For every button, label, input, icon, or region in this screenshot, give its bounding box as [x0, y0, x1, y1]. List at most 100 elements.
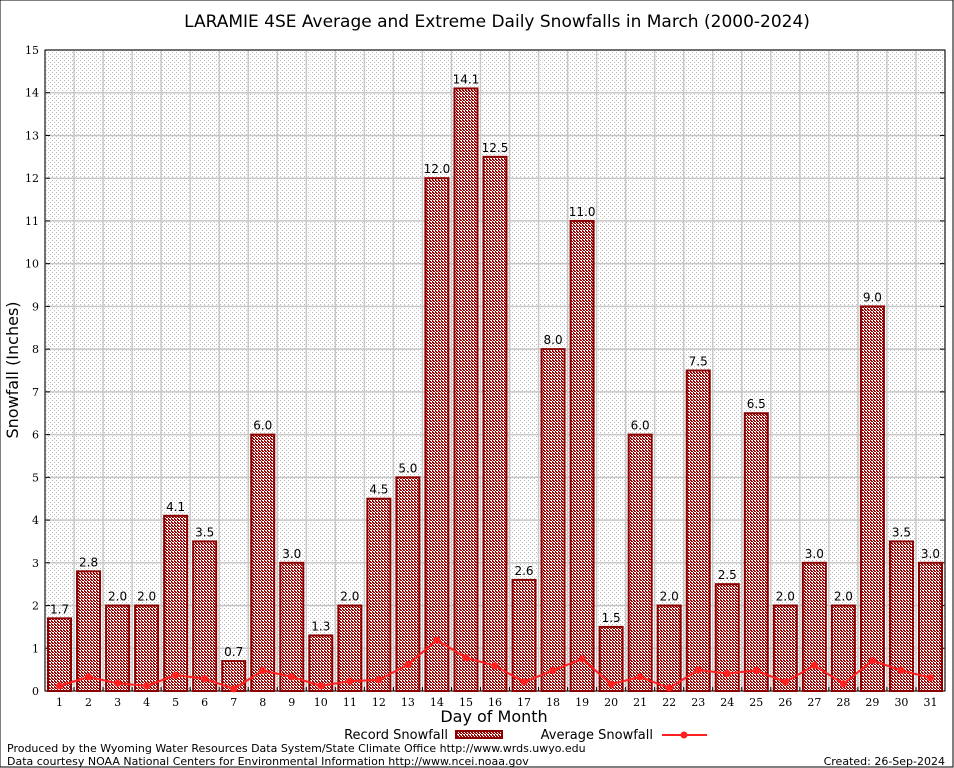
- average-point-day-19: [578, 655, 586, 663]
- legend-label-record: Record Snowfall: [344, 728, 448, 743]
- average-point-day-23: [694, 666, 702, 674]
- bar-day-15: [453, 87, 479, 692]
- x-tick-label: 26: [778, 696, 792, 709]
- credit-line-2: Data courtesy NOAA National Centers for …: [7, 755, 529, 768]
- x-tick-label: 13: [401, 696, 415, 709]
- average-point-day-27: [810, 661, 818, 669]
- y-tick-label: 14: [25, 87, 39, 100]
- x-tick-label: 8: [259, 696, 266, 709]
- y-tick-label: 2: [32, 600, 39, 613]
- average-point-day-24: [723, 669, 731, 677]
- x-tick-label: 6: [201, 696, 208, 709]
- y-tick-label: 9: [32, 300, 39, 313]
- average-point-day-25: [752, 666, 760, 674]
- y-tick-label: 8: [32, 343, 39, 356]
- y-tick-label: 4: [32, 514, 39, 527]
- bar-value-label: 1.5: [602, 611, 621, 625]
- bar-day-23: [685, 369, 711, 692]
- y-tick-label: 3: [32, 557, 39, 570]
- bar-day-14: [424, 177, 450, 692]
- average-point-day-15: [462, 654, 470, 662]
- bar-value-label: 7.5: [689, 355, 708, 369]
- x-tick-label: 22: [662, 696, 676, 709]
- x-tick-label: 18: [546, 696, 560, 709]
- bar-value-label: 3.0: [805, 547, 824, 561]
- x-tick-label: 25: [749, 696, 763, 709]
- bar-day-4: [134, 604, 160, 692]
- bar-value-label: 5.0: [398, 461, 417, 475]
- x-tick-label: 31: [923, 696, 937, 709]
- bar-day-5: [163, 514, 189, 692]
- average-point-day-3: [114, 679, 122, 687]
- average-point-day-7: [230, 685, 238, 693]
- bar-value-label: 2.0: [340, 590, 359, 604]
- bar-day-16: [482, 155, 508, 693]
- bar-day-8: [250, 433, 276, 692]
- legend-marker-average: [680, 731, 688, 739]
- x-tick-label: 19: [575, 696, 589, 709]
- average-point-day-1: [56, 682, 64, 690]
- bar-value-label: 6.5: [747, 397, 766, 411]
- average-point-day-11: [346, 677, 354, 685]
- bar-value-label: 3.5: [195, 525, 214, 539]
- legend-label-average: Average Snowfall: [541, 728, 653, 743]
- average-point-day-31: [926, 674, 934, 682]
- bar-day-29: [859, 305, 885, 692]
- average-point-day-2: [85, 673, 93, 681]
- average-point-day-10: [317, 682, 325, 690]
- bar-value-label: 6.0: [253, 419, 272, 433]
- x-tick-label: 9: [288, 696, 295, 709]
- average-point-day-21: [636, 673, 644, 681]
- x-tick-label: 14: [430, 696, 444, 709]
- bar-day-1: [47, 617, 73, 692]
- y-tick-label: 12: [25, 172, 39, 185]
- bar-value-label: 6.0: [631, 419, 650, 433]
- average-point-day-8: [259, 666, 267, 674]
- credit-line-1: Produced by the Wyoming Water Resources …: [7, 742, 586, 755]
- bar-day-21: [627, 433, 653, 692]
- x-tick-label: 7: [230, 696, 237, 709]
- x-tick-label: 27: [807, 696, 821, 709]
- bar-value-label: 2.0: [660, 590, 679, 604]
- average-point-day-13: [404, 661, 412, 669]
- bar-value-label: 1.3: [311, 619, 330, 633]
- legend-swatch-record: [455, 730, 503, 739]
- bar-day-18: [540, 348, 566, 692]
- bar-value-label: 9.0: [863, 290, 882, 304]
- x-tick-label: 20: [604, 696, 618, 709]
- bar-day-12: [366, 497, 392, 693]
- bar-value-label: 14.1: [453, 72, 480, 86]
- bar-day-3: [105, 604, 131, 692]
- y-tick-label: 5: [32, 471, 39, 484]
- x-tick-label: 21: [633, 696, 647, 709]
- bar-day-2: [76, 570, 102, 693]
- bar-value-label: 2.8: [79, 555, 98, 569]
- bar-value-label: 8.0: [544, 333, 563, 347]
- bar-value-label: 3.0: [921, 547, 940, 561]
- bar-value-label: 3.5: [892, 525, 911, 539]
- x-tick-label: 23: [691, 696, 705, 709]
- x-tick-label: 1: [56, 696, 63, 709]
- y-tick-label: 15: [25, 44, 39, 57]
- x-tick-label: 3: [114, 696, 121, 709]
- x-tick-label: 15: [459, 696, 473, 709]
- x-tick-label: 11: [343, 696, 357, 709]
- bar-value-label: 0.7: [224, 645, 243, 659]
- average-point-day-12: [375, 676, 383, 684]
- bar-day-24: [714, 583, 740, 693]
- y-tick-label: 10: [25, 258, 39, 271]
- bar-day-11: [337, 604, 363, 692]
- x-tick-label: 16: [488, 696, 502, 709]
- y-tick-label: 1: [32, 642, 39, 655]
- bar-day-6: [192, 540, 218, 693]
- x-axis-label: Day of Month: [440, 707, 547, 726]
- bar-value-label: 2.0: [108, 590, 127, 604]
- y-tick-label: 13: [25, 129, 39, 142]
- average-point-day-5: [172, 671, 180, 679]
- x-tick-label: 10: [314, 696, 328, 709]
- x-tick-label: 29: [865, 696, 879, 709]
- average-point-day-14: [433, 636, 441, 644]
- y-tick-label: 6: [32, 429, 39, 442]
- average-point-day-6: [201, 675, 209, 683]
